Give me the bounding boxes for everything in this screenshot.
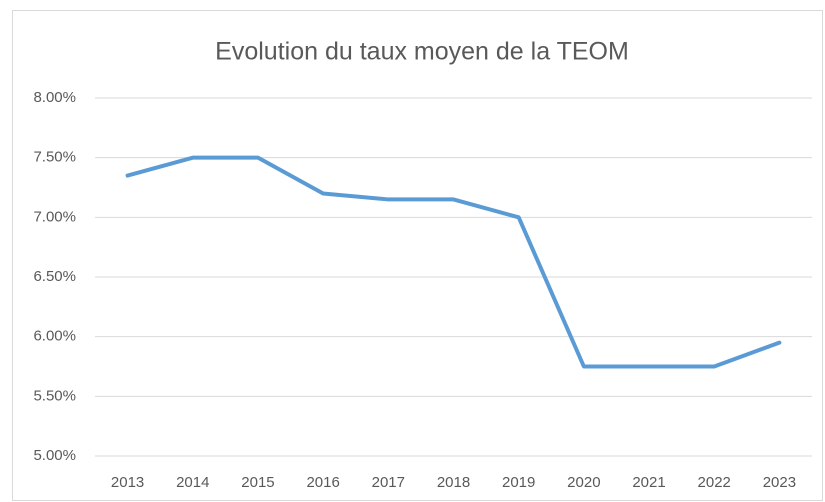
x-tick-label: 2019 [502, 474, 535, 491]
x-tick-label: 2021 [632, 474, 665, 491]
chart-border [12, 10, 823, 501]
y-tick-label: 7.00% [33, 208, 76, 225]
x-tick-label: 2014 [176, 474, 209, 491]
x-tick-label: 2020 [567, 474, 600, 491]
y-tick-label: 8.00% [33, 89, 76, 106]
x-tick-label: 2015 [241, 474, 274, 491]
data-line [125, 155, 782, 369]
y-tick-label: 7.50% [33, 149, 76, 166]
x-tick-label: 2016 [306, 474, 339, 491]
x-tick-label: 2018 [437, 474, 470, 491]
x-tick-label: 2013 [111, 474, 144, 491]
y-tick-label: 6.00% [33, 328, 76, 345]
chart-title: Evolution du taux moyen de la TEOM [215, 38, 629, 66]
y-tick-label: 5.00% [33, 447, 76, 464]
y-tick-label: 6.50% [33, 268, 76, 285]
x-tick-label: 2022 [698, 474, 731, 491]
x-tick-label: 2017 [372, 474, 405, 491]
x-tick-label: 2023 [763, 474, 796, 491]
y-tick-label: 5.50% [33, 387, 76, 404]
